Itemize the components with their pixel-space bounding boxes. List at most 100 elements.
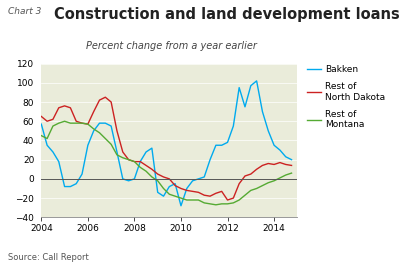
Bakken xyxy=(208,158,213,161)
Bakken xyxy=(283,155,288,158)
Rest of
North Dakota xyxy=(289,164,294,167)
Bakken xyxy=(248,84,253,87)
Rest of
Montana xyxy=(97,131,102,134)
Rest of
Montana xyxy=(242,194,247,197)
Rest of
North Dakota xyxy=(237,182,242,185)
Bakken xyxy=(231,125,236,128)
Rest of
North Dakota xyxy=(242,174,247,178)
Rest of
North Dakota xyxy=(196,191,201,194)
Rest of
Montana xyxy=(254,187,259,190)
Rest of
Montana xyxy=(109,143,114,146)
Rest of
North Dakota xyxy=(266,162,271,165)
Rest of
North Dakota xyxy=(74,120,79,123)
Rest of
Montana xyxy=(248,189,253,192)
Legend: Bakken, Rest of
North Dakota, Rest of
Montana: Bakken, Rest of North Dakota, Rest of Mo… xyxy=(307,65,385,129)
Rest of
Montana xyxy=(56,122,61,125)
Rest of
North Dakota xyxy=(167,177,172,180)
Rest of
North Dakota xyxy=(278,161,282,164)
Text: Percent change from a year earlier: Percent change from a year earlier xyxy=(86,41,257,51)
Text: Chart 3: Chart 3 xyxy=(8,7,42,16)
Rest of
Montana xyxy=(202,201,207,205)
Bakken xyxy=(120,177,125,180)
Bakken xyxy=(225,141,230,144)
Line: Rest of
North Dakota: Rest of North Dakota xyxy=(41,97,292,200)
Rest of
North Dakota xyxy=(214,192,218,195)
Bakken xyxy=(242,105,247,108)
Bakken xyxy=(85,144,90,147)
Rest of
North Dakota xyxy=(231,197,236,200)
Rest of
North Dakota xyxy=(260,164,265,167)
Bakken xyxy=(155,191,160,194)
Bakken xyxy=(202,175,207,179)
Rest of
Montana xyxy=(120,156,125,159)
Rest of
North Dakota xyxy=(272,163,277,166)
Bakken xyxy=(68,185,73,188)
Bakken xyxy=(278,148,282,152)
Bakken xyxy=(167,185,172,188)
Bakken xyxy=(97,122,102,125)
Rest of
North Dakota xyxy=(45,120,50,123)
Rest of
North Dakota xyxy=(103,96,108,99)
Text: Source: Call Report: Source: Call Report xyxy=(8,253,89,262)
Bakken xyxy=(190,179,195,182)
Rest of
Montana xyxy=(144,170,149,173)
Rest of
North Dakota xyxy=(138,160,143,163)
Bakken xyxy=(266,129,271,132)
Rest of
North Dakota xyxy=(132,160,137,163)
Bakken xyxy=(184,187,189,190)
Rest of
Montana xyxy=(68,122,73,125)
Bakken xyxy=(109,125,114,128)
Bakken xyxy=(289,158,294,161)
Rest of
North Dakota xyxy=(150,168,154,171)
Rest of
Montana xyxy=(272,179,277,182)
Rest of
North Dakota xyxy=(190,190,195,193)
Bakken xyxy=(39,122,44,126)
Rest of
North Dakota xyxy=(56,106,61,109)
Line: Rest of
Montana: Rest of Montana xyxy=(41,121,292,205)
Rest of
Montana xyxy=(132,160,137,163)
Bakken xyxy=(144,150,149,153)
Rest of
North Dakota xyxy=(39,115,44,118)
Rest of
Montana xyxy=(62,120,67,123)
Bakken xyxy=(132,177,137,180)
Bakken xyxy=(196,177,201,180)
Rest of
Montana xyxy=(50,125,55,128)
Rest of
North Dakota xyxy=(109,100,114,104)
Rest of
North Dakota xyxy=(173,184,178,187)
Bakken xyxy=(150,147,154,150)
Bakken xyxy=(237,86,242,89)
Rest of
Montana xyxy=(150,175,154,179)
Bakken xyxy=(56,160,61,163)
Rest of
Montana xyxy=(219,202,224,205)
Rest of
North Dakota xyxy=(97,99,102,102)
Rest of
Montana xyxy=(126,158,131,161)
Rest of
North Dakota xyxy=(184,189,189,192)
Rest of
Montana xyxy=(266,181,271,184)
Rest of
North Dakota xyxy=(161,175,166,179)
Bakken xyxy=(178,204,183,207)
Rest of
Montana xyxy=(155,179,160,182)
Bakken xyxy=(161,195,166,198)
Rest of
Montana xyxy=(283,173,288,176)
Bakken xyxy=(91,129,96,132)
Bakken xyxy=(45,144,50,147)
Rest of
Montana xyxy=(167,193,172,196)
Rest of
North Dakota xyxy=(248,173,253,176)
Rest of
North Dakota xyxy=(114,129,119,132)
Rest of
Montana xyxy=(208,202,213,205)
Bakken xyxy=(114,150,119,153)
Rest of
Montana xyxy=(231,201,236,205)
Rest of
Montana xyxy=(39,134,44,137)
Rest of
Montana xyxy=(103,137,108,140)
Rest of
Montana xyxy=(225,202,230,205)
Bakken xyxy=(80,173,85,176)
Rest of
Montana xyxy=(190,198,195,202)
Rest of
North Dakota xyxy=(208,195,213,198)
Bakken xyxy=(74,182,79,185)
Rest of
Montana xyxy=(161,187,166,190)
Rest of
Montana xyxy=(237,198,242,202)
Rest of
North Dakota xyxy=(219,190,224,193)
Rest of
Montana xyxy=(178,197,183,200)
Rest of
Montana xyxy=(289,171,294,175)
Text: Construction and land development loans: Construction and land development loans xyxy=(54,7,399,22)
